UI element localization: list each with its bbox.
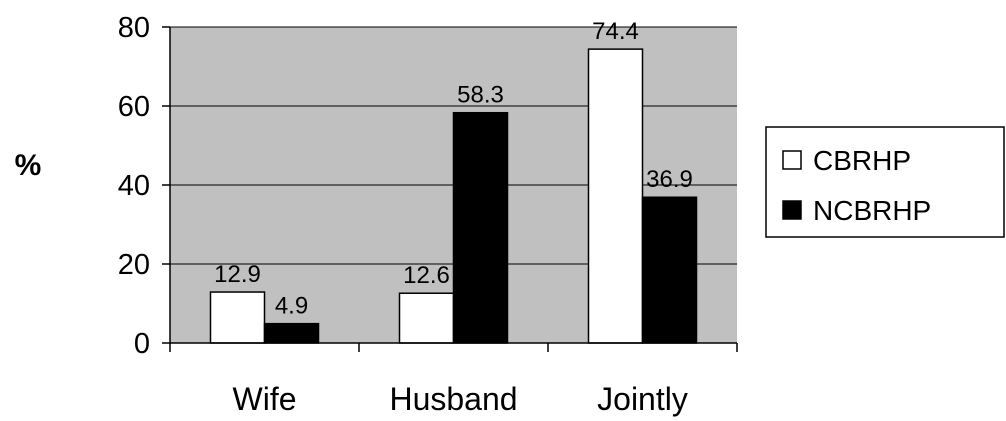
bar-ncbrhp-husband (452, 111, 509, 344)
legend-swatch-cbrhp (782, 150, 802, 170)
legend: CBRHP NCBRHP (765, 126, 1005, 238)
bar-cbrhp-jointly (587, 48, 644, 344)
data-label-ncbrhp-wife: 4.9 (275, 293, 308, 320)
x-category-label: Jointly (597, 381, 688, 417)
data-label-cbrhp-jointly: 74.4 (592, 18, 639, 45)
data-label-cbrhp-wife: 12.9 (214, 261, 261, 288)
bar-ncbrhp-jointly (641, 196, 698, 344)
data-labels: 12.9 4.9 12.6 58.3 74.4 36.9 (214, 18, 693, 320)
x-category-label: Wife (233, 381, 297, 417)
x-category-labels: Wife Husband Jointly (233, 381, 688, 417)
y-tick-label: 40 (118, 170, 150, 202)
y-tick-labels: 0 20 40 60 80 (118, 12, 150, 360)
data-label-ncbrhp-husband: 58.3 (457, 82, 504, 109)
y-axis-label: % (15, 149, 42, 182)
x-category-label: Husband (389, 381, 517, 417)
bar-cbrhp-husband (398, 292, 455, 344)
y-tick-label: 20 (118, 249, 150, 281)
legend-label-ncbrhp: NCBRHP (813, 195, 931, 226)
y-tick-label: 80 (118, 12, 150, 44)
data-label-ncbrhp-jointly: 36.9 (646, 166, 693, 193)
axes (162, 26, 738, 352)
data-label-cbrhp-husband: 12.6 (403, 262, 450, 289)
legend-swatch-ncbrhp (782, 200, 802, 220)
y-tick-label: 0 (134, 328, 150, 360)
bar-ncbrhp-wife (263, 322, 320, 344)
legend-label-cbrhp: CBRHP (813, 145, 911, 176)
legend-box (765, 126, 1005, 238)
y-tick-label: 60 (118, 91, 150, 123)
bar-cbrhp-wife (209, 291, 266, 344)
